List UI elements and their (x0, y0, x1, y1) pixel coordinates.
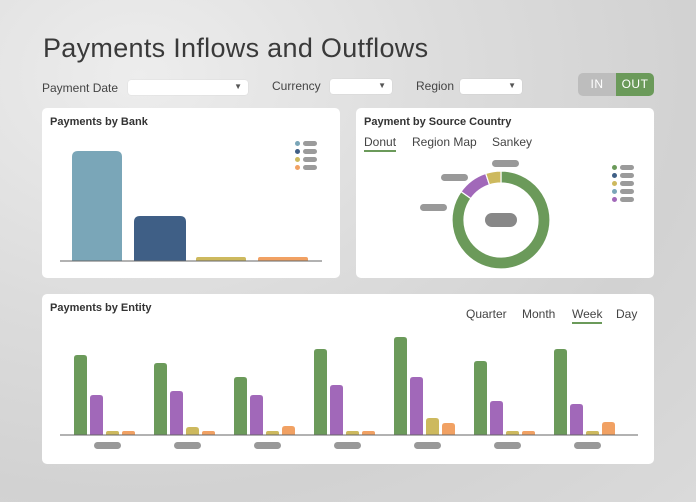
donut-slice (451, 170, 551, 270)
x-tick-label-placeholder (174, 442, 201, 449)
legend-swatch (295, 165, 300, 170)
entity-bar (586, 431, 599, 435)
entity-bar (122, 431, 135, 435)
slice-label-placeholder (441, 174, 468, 181)
bank-bar (196, 257, 246, 261)
legend-swatch (612, 173, 617, 178)
legend-label-placeholder (620, 181, 634, 186)
region-dropdown[interactable]: ▼ (460, 79, 522, 94)
legend-label-placeholder (303, 149, 317, 154)
legend-swatch (612, 181, 617, 186)
legend-label-placeholder (303, 165, 317, 170)
entity-bar (74, 355, 87, 435)
x-tick-label-placeholder (574, 442, 601, 449)
legend-swatch (612, 197, 617, 202)
entity-bar (570, 404, 583, 435)
bank-chart (60, 151, 322, 262)
legend-swatch (295, 149, 300, 154)
entity-bar (234, 377, 247, 435)
in-out-toggle[interactable]: IN OUT (578, 73, 654, 96)
tab-quarter[interactable]: Quarter (466, 307, 507, 321)
entity-bar (426, 418, 439, 435)
legend-swatch (612, 165, 617, 170)
legend-label-placeholder (620, 165, 634, 170)
entity-bar (330, 385, 343, 435)
entity-bar (410, 377, 423, 435)
entity-bar (90, 395, 103, 435)
currency-dropdown[interactable]: ▼ (330, 79, 392, 94)
tab-month[interactable]: Month (522, 307, 556, 321)
entity-bar (186, 427, 199, 435)
tab-week[interactable]: Week (572, 307, 603, 324)
entity-bar (394, 337, 407, 435)
in-option[interactable]: IN (578, 73, 616, 96)
chevron-down-icon: ▼ (234, 82, 242, 91)
country-card: Payment by Source Country Donut Region M… (356, 108, 654, 278)
tab-region-map[interactable]: Region Map (412, 135, 477, 149)
x-tick-label-placeholder (334, 442, 361, 449)
entity-bar (346, 431, 359, 435)
entity-bar (522, 431, 535, 435)
legend-label-placeholder (620, 197, 634, 202)
chevron-down-icon: ▼ (378, 81, 386, 90)
entity-bar (506, 431, 519, 435)
x-tick-label-placeholder (94, 442, 121, 449)
x-tick-label-placeholder (254, 442, 281, 449)
bank-card-title: Payments by Bank (50, 116, 148, 128)
slice-label-placeholder (420, 204, 447, 211)
donut-slice (484, 170, 502, 186)
legend-swatch (295, 141, 300, 146)
payment-date-label: Payment Date (42, 81, 119, 95)
legend-label-placeholder (620, 189, 634, 194)
bank-card: Payments by Bank (42, 108, 340, 278)
country-card-title: Payment by Source Country (364, 116, 512, 128)
entity-bar (154, 363, 167, 435)
entity-bar (362, 431, 375, 435)
entity-bar (282, 426, 295, 435)
entity-bar (266, 431, 279, 435)
country-donut-chart (420, 160, 551, 270)
entity-bar (314, 349, 327, 435)
legend-label-placeholder (620, 173, 634, 178)
entity-chart (60, 337, 638, 449)
entity-bar (490, 401, 503, 435)
entity-card-title: Payments by Entity (50, 302, 152, 314)
tab-donut[interactable]: Donut (364, 135, 397, 152)
x-tick-label-placeholder (414, 442, 441, 449)
bank-bar (134, 216, 186, 261)
entity-card: Payments by Entity Quarter Month Week Da… (42, 294, 654, 464)
bank-bar (258, 257, 308, 261)
payment-date-dropdown[interactable]: ▼ (128, 80, 248, 95)
page-title: Payments Inflows and Outflows (43, 33, 429, 63)
legend-label-placeholder (303, 141, 317, 146)
bank-bar (72, 151, 122, 261)
region-label: Region (416, 79, 455, 93)
x-tick-label-placeholder (494, 442, 521, 449)
tab-sankey[interactable]: Sankey (492, 135, 533, 149)
chevron-down-icon: ▼ (508, 81, 516, 90)
entity-bar (442, 423, 455, 435)
donut-center-label-placeholder (485, 213, 517, 227)
entity-bar (202, 431, 215, 435)
tab-day[interactable]: Day (616, 307, 638, 321)
entity-bar (250, 395, 263, 435)
entity-bar (106, 431, 119, 435)
currency-label: Currency (272, 79, 321, 93)
entity-bar (474, 361, 487, 435)
slice-label-placeholder (492, 160, 519, 167)
legend-label-placeholder (303, 157, 317, 162)
entity-bar (554, 349, 567, 435)
legend-swatch (612, 189, 617, 194)
entity-bar (170, 391, 183, 435)
entity-bar (602, 422, 615, 435)
out-option[interactable]: OUT (616, 73, 654, 96)
legend-swatch (295, 157, 300, 162)
